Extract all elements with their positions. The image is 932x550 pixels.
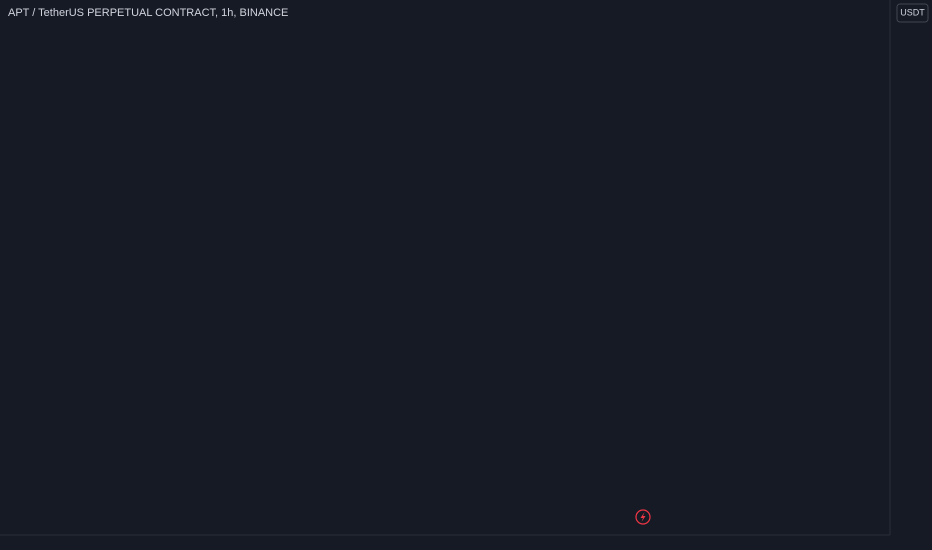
icon-bolt[interactable] — [640, 512, 646, 522]
icon-circle[interactable] — [635, 509, 651, 525]
chart-title: APT / TetherUS PERPETUAL CONTRACT, 1h, B… — [8, 7, 288, 19]
currency-button[interactable] — [896, 3, 929, 23]
title-bg — [2, 4, 234, 22]
price-axis — [890, 0, 932, 550]
lightning-icon[interactable] — [635, 509, 651, 525]
currency[interactable]: USDT — [900, 7, 925, 17]
